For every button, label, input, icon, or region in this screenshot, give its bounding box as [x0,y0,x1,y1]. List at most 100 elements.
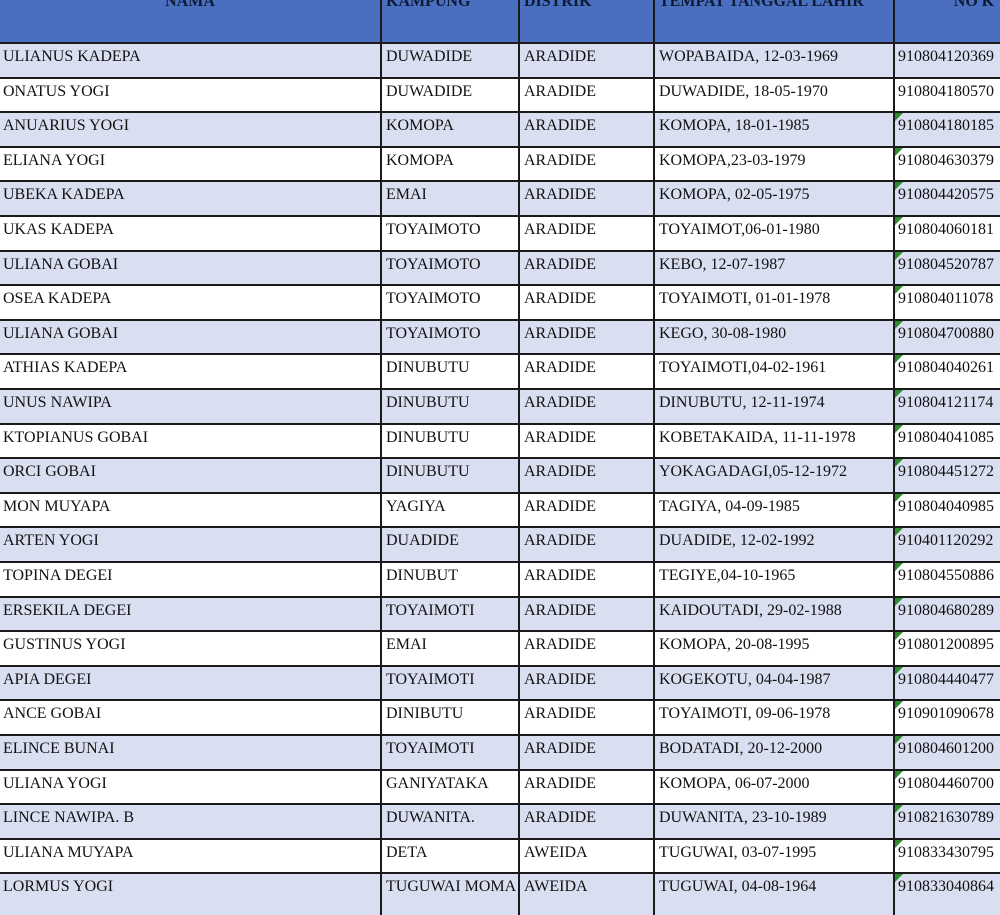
cell-distrik[interactable]: ARADIDE [518,113,653,146]
cell-nama[interactable]: ULIANA MUYAPA [0,840,380,873]
cell-no-k[interactable]: 910804180570 [893,78,1000,112]
cell-no-k[interactable]: 910804011078 [893,286,1000,319]
cell-tempat-tanggal-lahir[interactable]: TOYAIMOT,06-01-1980 [653,217,893,250]
cell-nama[interactable]: ERSEKILA DEGEI [0,598,380,631]
cell-nama[interactable]: ELINCE BUNAI [0,736,380,769]
cell-nama[interactable]: UBEKA KADEPA [0,182,380,215]
cell-kampung[interactable]: GANIYATAKA [380,770,518,804]
cell-no-k[interactable]: 910801200895 [893,632,1000,665]
cell-no-k[interactable]: 910821630789 [893,805,1000,838]
cell-tempat-tanggal-lahir[interactable]: DUWANITA, 23-10-1989 [653,805,893,838]
cell-distrik[interactable]: ARADIDE [518,701,653,734]
cell-kampung[interactable]: DINUBUTU [380,424,518,458]
cell-kampung[interactable]: KOMOPA [380,147,518,181]
cell-nama[interactable]: KTOPIANUS GOBAI [0,425,380,458]
cell-tempat-tanggal-lahir[interactable]: KOMOPA,23-03-1979 [653,147,893,181]
cell-distrik[interactable]: ARADIDE [518,736,653,769]
cell-nama[interactable]: ANCE GOBAI [0,701,380,734]
cell-distrik[interactable]: ARADIDE [518,217,653,250]
cell-distrik[interactable]: ARADIDE [518,182,653,215]
cell-distrik[interactable]: ARADIDE [518,147,653,181]
cell-nama[interactable]: ULIANA GOBAI [0,252,380,285]
cell-no-k[interactable]: 910804550886 [893,563,1000,596]
cell-tempat-tanggal-lahir[interactable]: YOKAGADAGI,05-12-1972 [653,459,893,492]
cell-distrik[interactable]: ARADIDE [518,632,653,665]
cell-no-k[interactable]: 910833040864 [893,874,1000,915]
cell-kampung[interactable]: TOYAIMOTO [380,320,518,354]
cell-nama[interactable]: ANUARIUS YOGI [0,113,380,146]
cell-kampung[interactable]: TOYAIMOTI [380,666,518,700]
cell-no-k[interactable]: 910401120292 [893,528,1000,561]
header-tempat-tanggal-lahir[interactable]: TEMPAT TANGGAL LAHIR [653,0,893,44]
cell-tempat-tanggal-lahir[interactable]: DUADIDE, 12-02-1992 [653,528,893,561]
cell-kampung[interactable]: DINUBUTU [380,390,518,423]
cell-nama[interactable]: GUSTINUS YOGI [0,632,380,665]
cell-distrik[interactable]: ARADIDE [518,459,653,492]
cell-tempat-tanggal-lahir[interactable]: KOGEKOTU, 04-04-1987 [653,666,893,700]
cell-tempat-tanggal-lahir[interactable]: DUWADIDE, 18-05-1970 [653,78,893,112]
cell-no-k[interactable]: 910901090678 [893,701,1000,734]
cell-nama[interactable]: ULIANUS KADEPA [0,44,380,77]
cell-kampung[interactable]: DINUBUTU [380,355,518,388]
cell-no-k[interactable]: 910804040261 [893,355,1000,388]
cell-no-k[interactable]: 910804630379 [893,147,1000,181]
cell-tempat-tanggal-lahir[interactable]: TUGUWAI, 03-07-1995 [653,839,893,873]
cell-distrik[interactable]: ARADIDE [518,355,653,388]
cell-no-k[interactable]: 910804460700 [893,770,1000,804]
cell-no-k[interactable]: 910804180185 [893,113,1000,146]
cell-kampung[interactable]: KOMOPA [380,113,518,146]
cell-tempat-tanggal-lahir[interactable]: KEGO, 30-08-1980 [653,320,893,354]
cell-no-k[interactable]: 910804700880 [893,320,1000,354]
cell-kampung[interactable]: DUWADIDE [380,78,518,112]
cell-nama[interactable]: TOPINA DEGEI [0,563,380,596]
cell-tempat-tanggal-lahir[interactable]: KAIDOUTADI, 29-02-1988 [653,597,893,631]
cell-kampung[interactable]: EMAI [380,182,518,215]
cell-tempat-tanggal-lahir[interactable]: WOPABAIDA, 12-03-1969 [653,44,893,77]
cell-kampung[interactable]: TOYAIMOTO [380,286,518,319]
cell-distrik[interactable]: ARADIDE [518,78,653,112]
cell-tempat-tanggal-lahir[interactable]: TUGUWAI, 04-08-1964 [653,874,893,915]
cell-no-k[interactable]: 910804120369 [893,44,1000,77]
cell-nama[interactable]: MON MUYAPA [0,494,380,527]
cell-nama[interactable]: ULIANA YOGI [0,771,380,804]
cell-no-k[interactable]: 910804060181 [893,217,1000,250]
cell-tempat-tanggal-lahir[interactable]: KOMOPA, 20-08-1995 [653,632,893,665]
cell-distrik[interactable]: ARADIDE [518,390,653,423]
cell-kampung[interactable]: DUWADIDE [380,44,518,77]
cell-distrik[interactable]: AWEIDA [518,839,653,873]
cell-tempat-tanggal-lahir[interactable]: TOYAIMOTI, 09-06-1978 [653,701,893,734]
cell-nama[interactable]: OSEA KADEPA [0,286,380,319]
cell-kampung[interactable]: TOYAIMOTI [380,597,518,631]
cell-no-k[interactable]: 910804520787 [893,251,1000,285]
cell-tempat-tanggal-lahir[interactable]: KOMOPA, 02-05-1975 [653,182,893,215]
cell-nama[interactable]: LINCE NAWIPA. B [0,805,380,838]
cell-no-k[interactable]: 910804680289 [893,597,1000,631]
cell-no-k[interactable]: 910804440477 [893,666,1000,700]
cell-tempat-tanggal-lahir[interactable]: TOYAIMOTI,04-02-1961 [653,355,893,388]
cell-tempat-tanggal-lahir[interactable]: BODATADI, 20-12-2000 [653,736,893,769]
cell-tempat-tanggal-lahir[interactable]: DINUBUTU, 12-11-1974 [653,390,893,423]
cell-no-k[interactable]: 910833430795 [893,839,1000,873]
cell-distrik[interactable]: ARADIDE [518,320,653,354]
cell-kampung[interactable]: YAGIYA [380,493,518,527]
cell-kampung[interactable]: EMAI [380,632,518,665]
header-nama[interactable]: NAMA [0,0,380,44]
cell-kampung[interactable]: DUADIDE [380,528,518,561]
cell-no-k[interactable]: 910804420575 [893,182,1000,215]
header-no-k[interactable]: NO K [893,0,1000,44]
cell-kampung[interactable]: DINIBUTU [380,701,518,734]
cell-tempat-tanggal-lahir[interactable]: KOMOPA, 06-07-2000 [653,770,893,804]
cell-nama[interactable]: ULIANA GOBAI [0,321,380,354]
cell-kampung[interactable]: TOYAIMOTI [380,736,518,769]
cell-distrik[interactable]: ARADIDE [518,805,653,838]
cell-kampung[interactable]: DETA [380,839,518,873]
cell-nama[interactable]: ELIANA YOGI [0,148,380,181]
cell-nama[interactable]: APIA DEGEI [0,667,380,700]
cell-distrik[interactable]: ARADIDE [518,563,653,596]
cell-kampung[interactable]: DINUBUTU [380,459,518,492]
cell-distrik[interactable]: ARADIDE [518,666,653,700]
cell-nama[interactable]: ONATUS YOGI [0,79,380,112]
cell-kampung[interactable]: DINUBUT [380,563,518,596]
cell-distrik[interactable]: ARADIDE [518,597,653,631]
cell-tempat-tanggal-lahir[interactable]: TOYAIMOTI, 01-01-1978 [653,286,893,319]
